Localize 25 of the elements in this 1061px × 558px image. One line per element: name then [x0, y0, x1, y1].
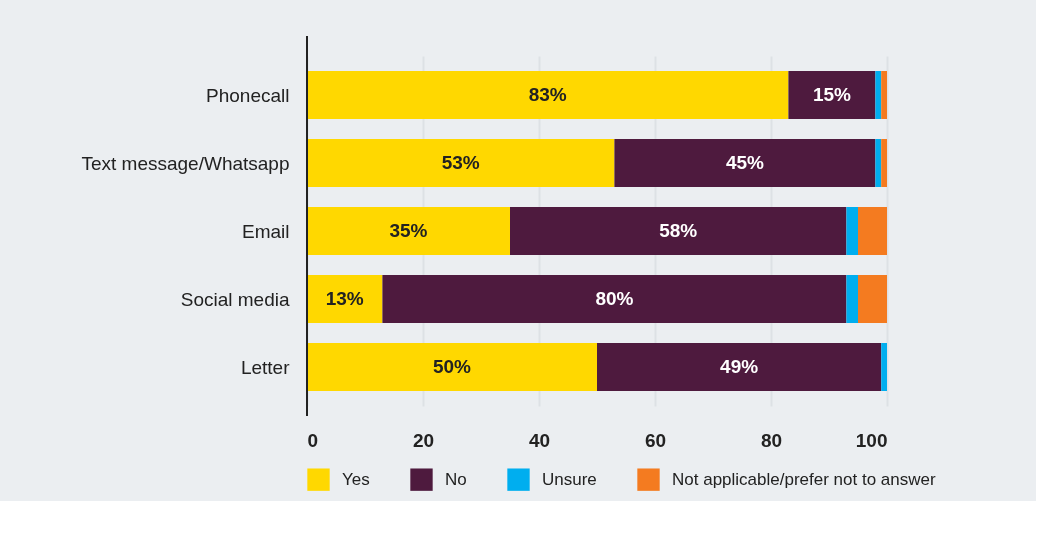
- legend-label: No: [445, 469, 467, 489]
- legend-label: Yes: [342, 469, 370, 489]
- y-tick-label: Text message/Whatsapp: [81, 152, 290, 174]
- legend-label: Not applicable/prefer not to answer: [672, 469, 936, 489]
- data-label: 35%: [389, 220, 428, 241]
- y-tick-label: Social media: [180, 288, 290, 310]
- x-tick-label: 100: [855, 429, 888, 451]
- y-tick-label: Phonecall: [206, 84, 290, 106]
- data-label: 13%: [325, 288, 364, 309]
- x-tick-label: 20: [412, 429, 435, 451]
- data-label: 58%: [659, 220, 698, 241]
- data-label: 49%: [720, 356, 759, 377]
- legend-label: Unsure: [542, 469, 597, 489]
- x-tick-label: 60: [644, 429, 667, 451]
- x-tick-label: 0: [307, 429, 319, 451]
- data-label: 80%: [595, 288, 634, 309]
- y-tick-label: Letter: [240, 356, 291, 378]
- x-tick-label: 80: [760, 429, 783, 451]
- data-label: 83%: [528, 84, 567, 105]
- data-label: 45%: [725, 152, 765, 173]
- x-tick-label: 40: [528, 429, 551, 451]
- data-label: 15%: [812, 84, 852, 105]
- data-label: 50%: [432, 356, 472, 377]
- data-label: 53%: [441, 152, 480, 173]
- y-tick-label: Email: [241, 220, 290, 242]
